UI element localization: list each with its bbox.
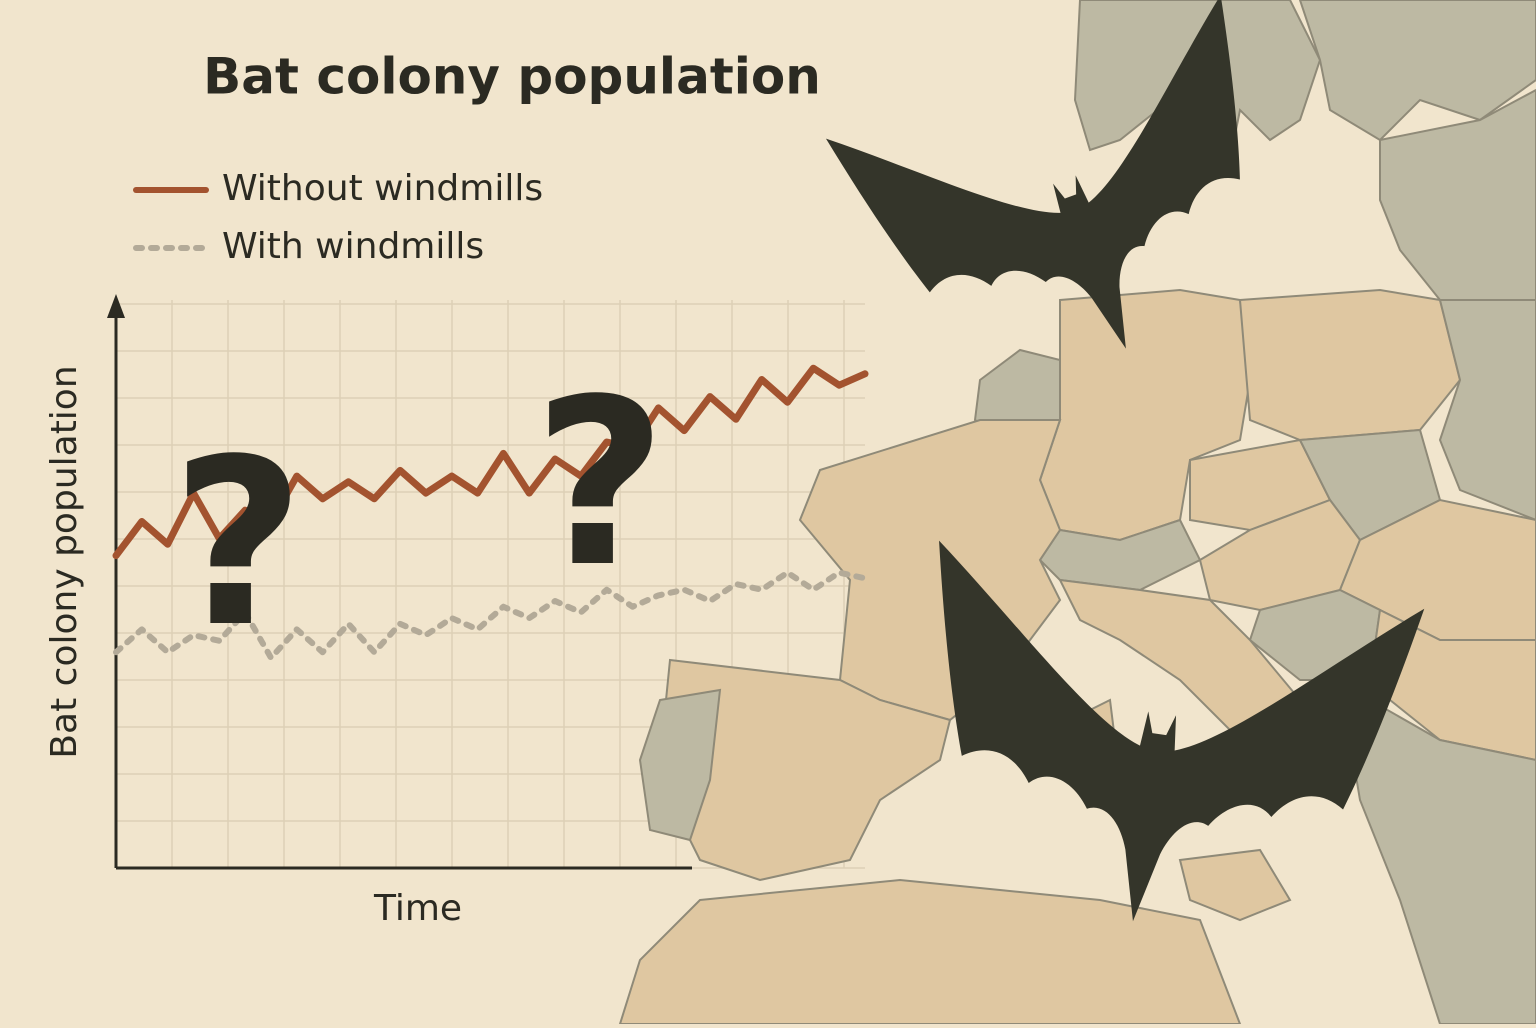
bat (825, 0, 1240, 349)
legend-label: With windmills (222, 226, 484, 267)
annotation: ? (533, 351, 666, 618)
x-axis-label: Time (373, 888, 462, 929)
series-line (112, 364, 869, 560)
series-line (113, 569, 868, 661)
y-axis-label: Bat colony population (44, 365, 85, 758)
y-axis-arrow (107, 294, 125, 318)
bats (825, 0, 1425, 922)
chart-title: Bat colony population (203, 48, 821, 106)
legend-label: Without windmills (222, 168, 543, 209)
annotation: ? (171, 411, 304, 678)
bat (939, 540, 1425, 922)
